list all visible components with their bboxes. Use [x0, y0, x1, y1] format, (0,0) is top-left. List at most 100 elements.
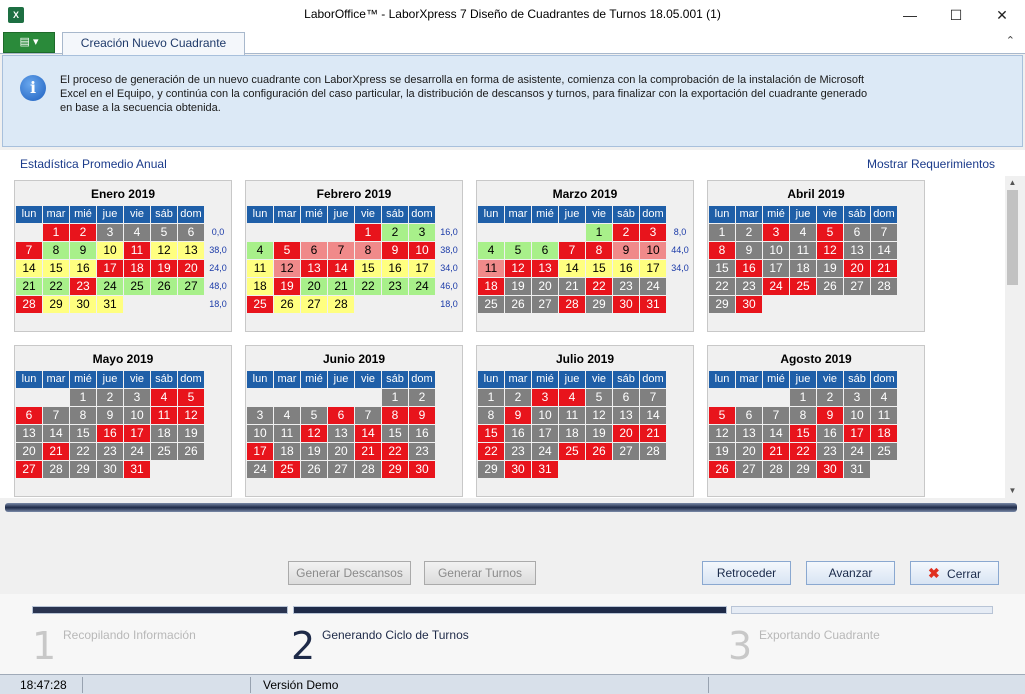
day-cell[interactable]: 30 — [505, 461, 531, 478]
tab-creacion-nuevo-cuadrante[interactable]: Creación Nuevo Cuadrante — [62, 32, 245, 55]
day-cell[interactable]: 4 — [274, 407, 300, 424]
collapse-ribbon-icon[interactable]: ⌃ — [1005, 35, 1015, 47]
day-cell[interactable]: 20 — [16, 443, 42, 460]
day-cell[interactable]: 31 — [124, 461, 150, 478]
day-cell[interactable]: 6 — [532, 242, 558, 259]
day-cell[interactable]: 8 — [70, 407, 96, 424]
day-cell[interactable]: 21 — [871, 260, 897, 277]
day-cell[interactable]: 19 — [178, 425, 204, 442]
day-cell[interactable]: 21 — [640, 425, 666, 442]
day-cell[interactable]: 15 — [43, 260, 69, 277]
day-cell[interactable]: 19 — [301, 443, 327, 460]
day-cell[interactable]: 16 — [70, 260, 96, 277]
generar-descansos-button[interactable]: Generar Descansos — [288, 561, 411, 585]
day-cell[interactable]: 29 — [43, 296, 69, 313]
day-cell[interactable]: 19 — [817, 260, 843, 277]
day-cell[interactable]: 4 — [247, 242, 273, 259]
day-cell[interactable]: 7 — [43, 407, 69, 424]
mostrar-requerimientos-link[interactable]: Mostrar Requerimientos — [866, 157, 995, 171]
day-cell[interactable]: 3 — [124, 389, 150, 406]
day-cell[interactable]: 17 — [640, 260, 666, 277]
close-window-button[interactable]: ✕ — [996, 7, 1008, 23]
day-cell[interactable]: 14 — [871, 242, 897, 259]
day-cell[interactable]: 29 — [382, 461, 408, 478]
day-cell[interactable]: 19 — [586, 425, 612, 442]
day-cell[interactable]: 2 — [382, 224, 408, 241]
day-cell[interactable]: 4 — [151, 389, 177, 406]
day-cell[interactable]: 16 — [97, 425, 123, 442]
day-cell[interactable]: 18 — [274, 443, 300, 460]
day-cell[interactable]: 22 — [586, 278, 612, 295]
day-cell[interactable]: 28 — [43, 461, 69, 478]
day-cell[interactable]: 8 — [382, 407, 408, 424]
day-cell[interactable]: 6 — [301, 242, 327, 259]
day-cell[interactable]: 18 — [790, 260, 816, 277]
day-cell[interactable]: 15 — [709, 260, 735, 277]
day-cell[interactable]: 26 — [817, 278, 843, 295]
day-cell[interactable]: 21 — [763, 443, 789, 460]
day-cell[interactable]: 25 — [559, 443, 585, 460]
day-cell[interactable]: 1 — [382, 389, 408, 406]
day-cell[interactable]: 17 — [532, 425, 558, 442]
day-cell[interactable]: 13 — [844, 242, 870, 259]
day-cell[interactable]: 17 — [763, 260, 789, 277]
day-cell[interactable]: 18 — [124, 260, 150, 277]
day-cell[interactable]: 13 — [178, 242, 204, 259]
day-cell[interactable]: 5 — [178, 389, 204, 406]
day-cell[interactable]: 24 — [844, 443, 870, 460]
day-cell[interactable]: 12 — [178, 407, 204, 424]
day-cell[interactable]: 25 — [151, 443, 177, 460]
day-cell[interactable]: 10 — [640, 242, 666, 259]
day-cell[interactable]: 8 — [586, 242, 612, 259]
day-cell[interactable]: 26 — [301, 461, 327, 478]
day-cell[interactable]: 14 — [640, 407, 666, 424]
day-cell[interactable]: 7 — [559, 242, 585, 259]
day-cell[interactable]: 23 — [97, 443, 123, 460]
day-cell[interactable]: 26 — [178, 443, 204, 460]
day-cell[interactable]: 6 — [613, 389, 639, 406]
day-cell[interactable]: 9 — [736, 242, 762, 259]
day-cell[interactable]: 7 — [871, 224, 897, 241]
minimize-button[interactable]: — — [903, 7, 917, 23]
day-cell[interactable]: 27 — [844, 278, 870, 295]
day-cell[interactable]: 3 — [97, 224, 123, 241]
day-cell[interactable]: 12 — [709, 425, 735, 442]
day-cell[interactable]: 25 — [790, 278, 816, 295]
day-cell[interactable]: 18 — [478, 278, 504, 295]
day-cell[interactable]: 11 — [274, 425, 300, 442]
day-cell[interactable]: 13 — [16, 425, 42, 442]
day-cell[interactable]: 9 — [382, 242, 408, 259]
day-cell[interactable]: 25 — [478, 296, 504, 313]
generar-turnos-button[interactable]: Generar Turnos — [424, 561, 536, 585]
day-cell[interactable]: 9 — [70, 242, 96, 259]
day-cell[interactable]: 9 — [817, 407, 843, 424]
day-cell[interactable]: 9 — [613, 242, 639, 259]
day-cell[interactable]: 19 — [274, 278, 300, 295]
day-cell[interactable]: 5 — [505, 242, 531, 259]
day-cell[interactable]: 14 — [328, 260, 354, 277]
avanzar-button[interactable]: Avanzar — [806, 561, 895, 585]
day-cell[interactable]: 15 — [586, 260, 612, 277]
day-cell[interactable]: 29 — [586, 296, 612, 313]
day-cell[interactable]: 22 — [790, 443, 816, 460]
day-cell[interactable]: 26 — [505, 296, 531, 313]
day-cell[interactable]: 18 — [871, 425, 897, 442]
day-cell[interactable]: 15 — [790, 425, 816, 442]
day-cell[interactable]: 23 — [613, 278, 639, 295]
day-cell[interactable]: 16 — [613, 260, 639, 277]
day-cell[interactable]: 16 — [409, 425, 435, 442]
day-cell[interactable]: 29 — [478, 461, 504, 478]
day-cell[interactable]: 11 — [871, 407, 897, 424]
day-cell[interactable]: 6 — [328, 407, 354, 424]
day-cell[interactable]: 29 — [70, 461, 96, 478]
day-cell[interactable]: 16 — [382, 260, 408, 277]
day-cell[interactable]: 30 — [97, 461, 123, 478]
day-cell[interactable]: 11 — [247, 260, 273, 277]
day-cell[interactable]: 28 — [16, 296, 42, 313]
day-cell[interactable]: 17 — [409, 260, 435, 277]
day-cell[interactable]: 13 — [613, 407, 639, 424]
day-cell[interactable]: 4 — [478, 242, 504, 259]
day-cell[interactable]: 21 — [559, 278, 585, 295]
day-cell[interactable]: 6 — [178, 224, 204, 241]
day-cell[interactable]: 28 — [328, 296, 354, 313]
